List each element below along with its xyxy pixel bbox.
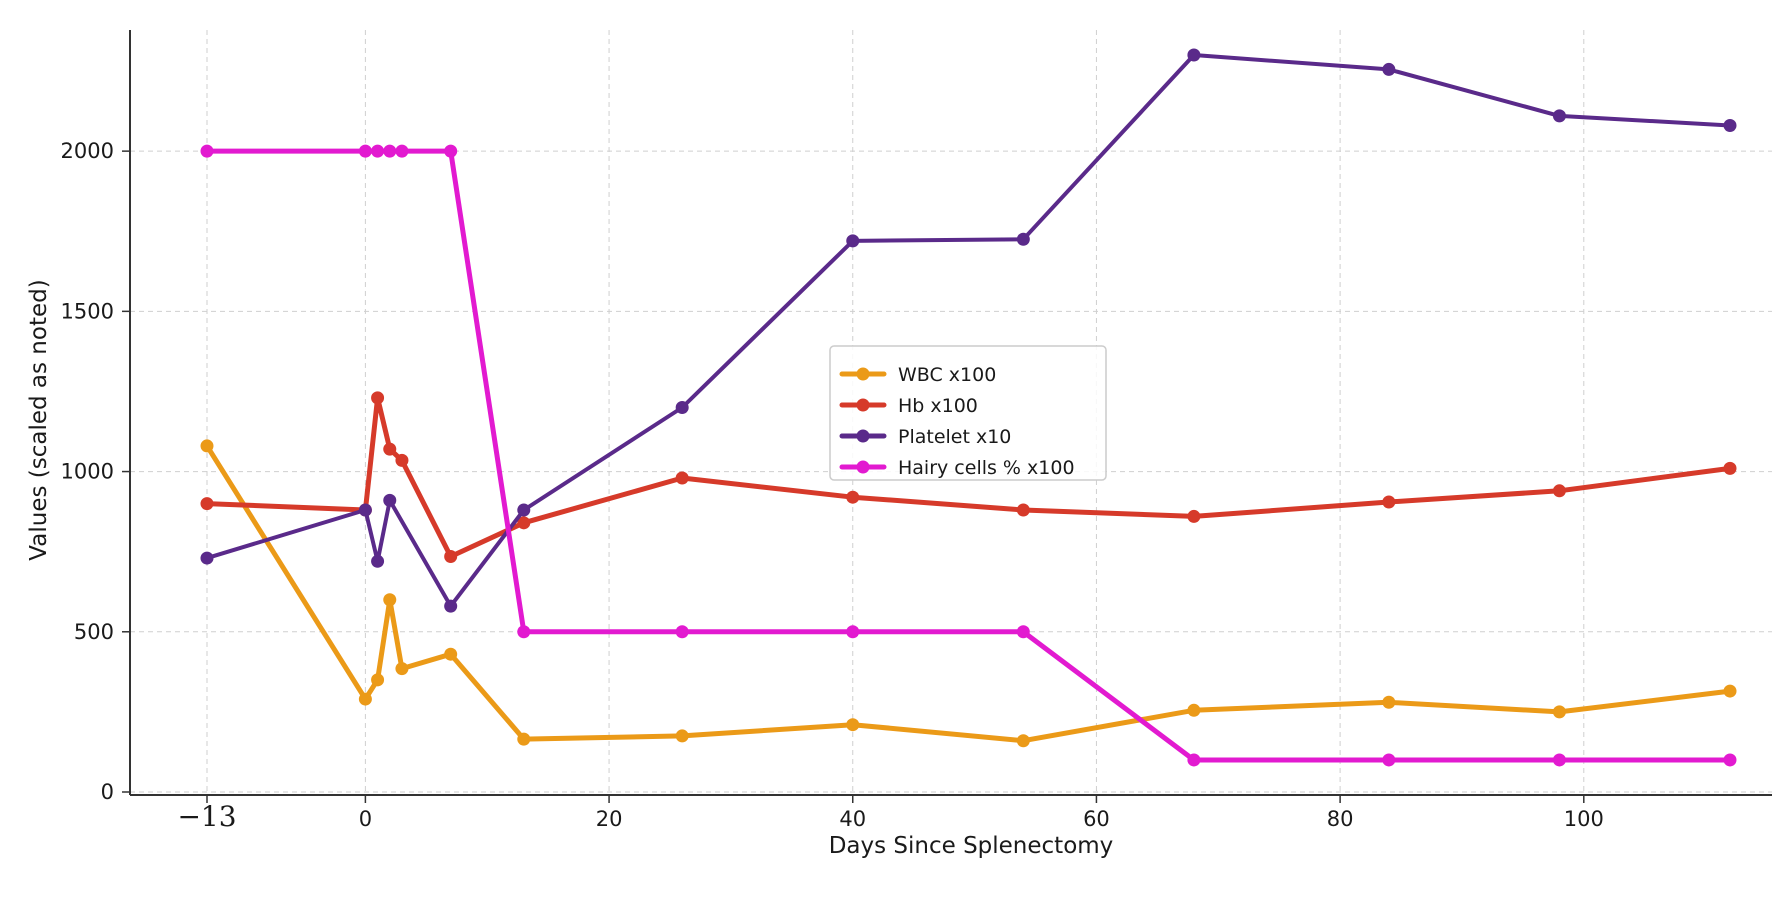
data-point — [517, 516, 531, 530]
y-tick-label: 500 — [74, 620, 114, 644]
x-axis-label: Days Since Splenectomy — [829, 833, 1114, 859]
data-point — [1382, 695, 1396, 709]
data-point — [444, 144, 458, 158]
data-point — [444, 647, 458, 661]
data-point — [675, 729, 689, 743]
data-point — [675, 471, 689, 485]
data-point — [1187, 509, 1201, 523]
data-point — [383, 442, 397, 456]
legend-item: Hb x100 — [839, 395, 978, 417]
data-point — [846, 625, 860, 639]
data-point — [1187, 703, 1201, 717]
legend-swatch-marker — [856, 460, 870, 474]
legend-label: Platelet x10 — [898, 426, 1011, 448]
x-tick-label: 80 — [1327, 807, 1354, 831]
series-1 — [200, 439, 1737, 748]
legend-swatch-marker — [856, 367, 870, 381]
legend-swatch-marker — [856, 429, 870, 443]
data-point — [1723, 118, 1737, 132]
data-point — [200, 439, 214, 453]
data-point — [1187, 48, 1201, 62]
x-tick-label: 20 — [596, 807, 623, 831]
y-tick-label: 1000 — [61, 460, 114, 484]
data-point — [846, 718, 860, 732]
data-point — [1552, 109, 1566, 123]
x-tick-label: 100 — [1564, 807, 1604, 831]
data-point — [371, 673, 385, 687]
data-point — [395, 662, 409, 676]
data-point — [200, 144, 214, 158]
x-tick-label: 60 — [1083, 807, 1110, 831]
data-point — [444, 549, 458, 563]
data-point — [358, 503, 372, 517]
axes — [129, 30, 1772, 796]
legend-label: Hairy cells % x100 — [898, 457, 1075, 479]
series — [200, 48, 1737, 767]
series-4 — [200, 144, 1737, 767]
data-point — [675, 400, 689, 414]
data-point — [1723, 461, 1737, 475]
data-point — [1016, 734, 1030, 748]
data-point — [395, 144, 409, 158]
data-point — [1187, 753, 1201, 767]
data-point — [383, 493, 397, 507]
data-point — [1552, 753, 1566, 767]
data-point — [358, 692, 372, 706]
legend: WBC x100 Hb x100 Platelet x10 Hairy cells %… — [829, 345, 1107, 481]
data-point — [1382, 753, 1396, 767]
data-point — [675, 625, 689, 639]
data-point — [371, 391, 385, 405]
data-point — [371, 144, 385, 158]
data-point — [358, 144, 372, 158]
data-point — [1016, 625, 1030, 639]
data-point — [846, 490, 860, 504]
y-tick-label: 2000 — [61, 139, 114, 163]
data-point — [371, 554, 385, 568]
y-tick-label: 1500 — [61, 299, 114, 323]
y-tick-label: 0 — [101, 780, 114, 804]
x-tick-label: −13 — [177, 800, 236, 833]
data-point — [517, 625, 531, 639]
data-point — [200, 551, 214, 565]
y-axis-label: Values (scaled as noted) — [26, 279, 52, 560]
legend-item: Platelet x10 — [839, 426, 1011, 448]
legend-label: WBC x100 — [898, 364, 996, 386]
legend-item: Hairy cells % x100 — [839, 457, 1075, 479]
legend-item: WBC x100 — [839, 364, 996, 386]
data-point — [1552, 705, 1566, 719]
data-point — [1552, 484, 1566, 498]
x-tick-label: 0 — [359, 807, 372, 831]
series-2 — [200, 391, 1737, 563]
data-point — [1016, 232, 1030, 246]
data-point — [846, 234, 860, 248]
series-3 — [200, 48, 1737, 613]
data-point — [517, 732, 531, 746]
series-line — [204, 395, 1733, 559]
legend-swatch-marker — [856, 398, 870, 412]
data-point — [1382, 495, 1396, 509]
data-point — [1382, 62, 1396, 76]
legend-box — [829, 345, 1107, 481]
data-point — [1723, 753, 1737, 767]
data-point — [200, 497, 214, 511]
data-point — [383, 144, 397, 158]
data-point — [395, 453, 409, 467]
data-point — [383, 593, 397, 607]
legend-label: Hb x100 — [898, 395, 978, 417]
series-line — [204, 443, 1733, 744]
data-point — [1723, 684, 1737, 698]
data-point — [1016, 503, 1030, 517]
data-point — [517, 503, 531, 517]
x-tick-label: 40 — [839, 807, 866, 831]
data-point — [444, 599, 458, 613]
